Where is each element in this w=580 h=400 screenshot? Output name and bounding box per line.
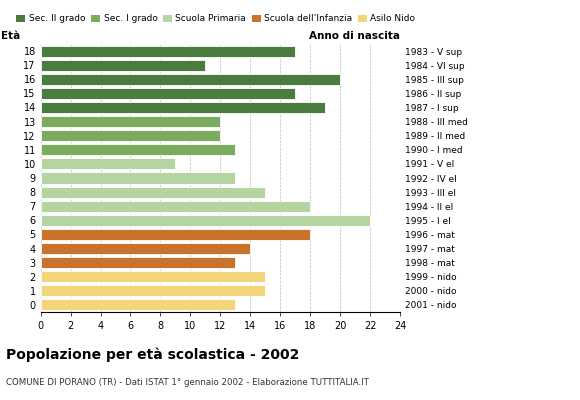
Bar (41, 158, 175, 169)
Legend: Sec. II grado, Sec. I grado, Scuola Primaria, Scuola dell’Infanzia, Asilo Nido: Sec. II grado, Sec. I grado, Scuola Prim… (16, 14, 415, 24)
Bar (41, 116, 220, 127)
Bar (41, 215, 370, 226)
Bar (41, 46, 295, 56)
Bar (41, 144, 235, 155)
Text: Anno di nascita: Anno di nascita (309, 31, 400, 41)
Text: Età: Età (1, 31, 20, 41)
Bar (41, 88, 295, 99)
Bar (41, 285, 265, 296)
Bar (41, 187, 265, 198)
Bar (41, 257, 235, 268)
Bar (41, 271, 265, 282)
Bar (41, 243, 251, 254)
Bar (41, 102, 325, 113)
Bar (41, 60, 205, 71)
Bar (41, 74, 340, 85)
Text: Popolazione per età scolastica - 2002: Popolazione per età scolastica - 2002 (6, 348, 299, 362)
Bar (41, 201, 310, 212)
Bar (41, 130, 220, 141)
Bar (41, 229, 310, 240)
Bar (41, 172, 235, 184)
Bar (41, 300, 235, 310)
Text: COMUNE DI PORANO (TR) - Dati ISTAT 1° gennaio 2002 - Elaborazione TUTTITALIA.IT: COMUNE DI PORANO (TR) - Dati ISTAT 1° ge… (6, 378, 369, 387)
